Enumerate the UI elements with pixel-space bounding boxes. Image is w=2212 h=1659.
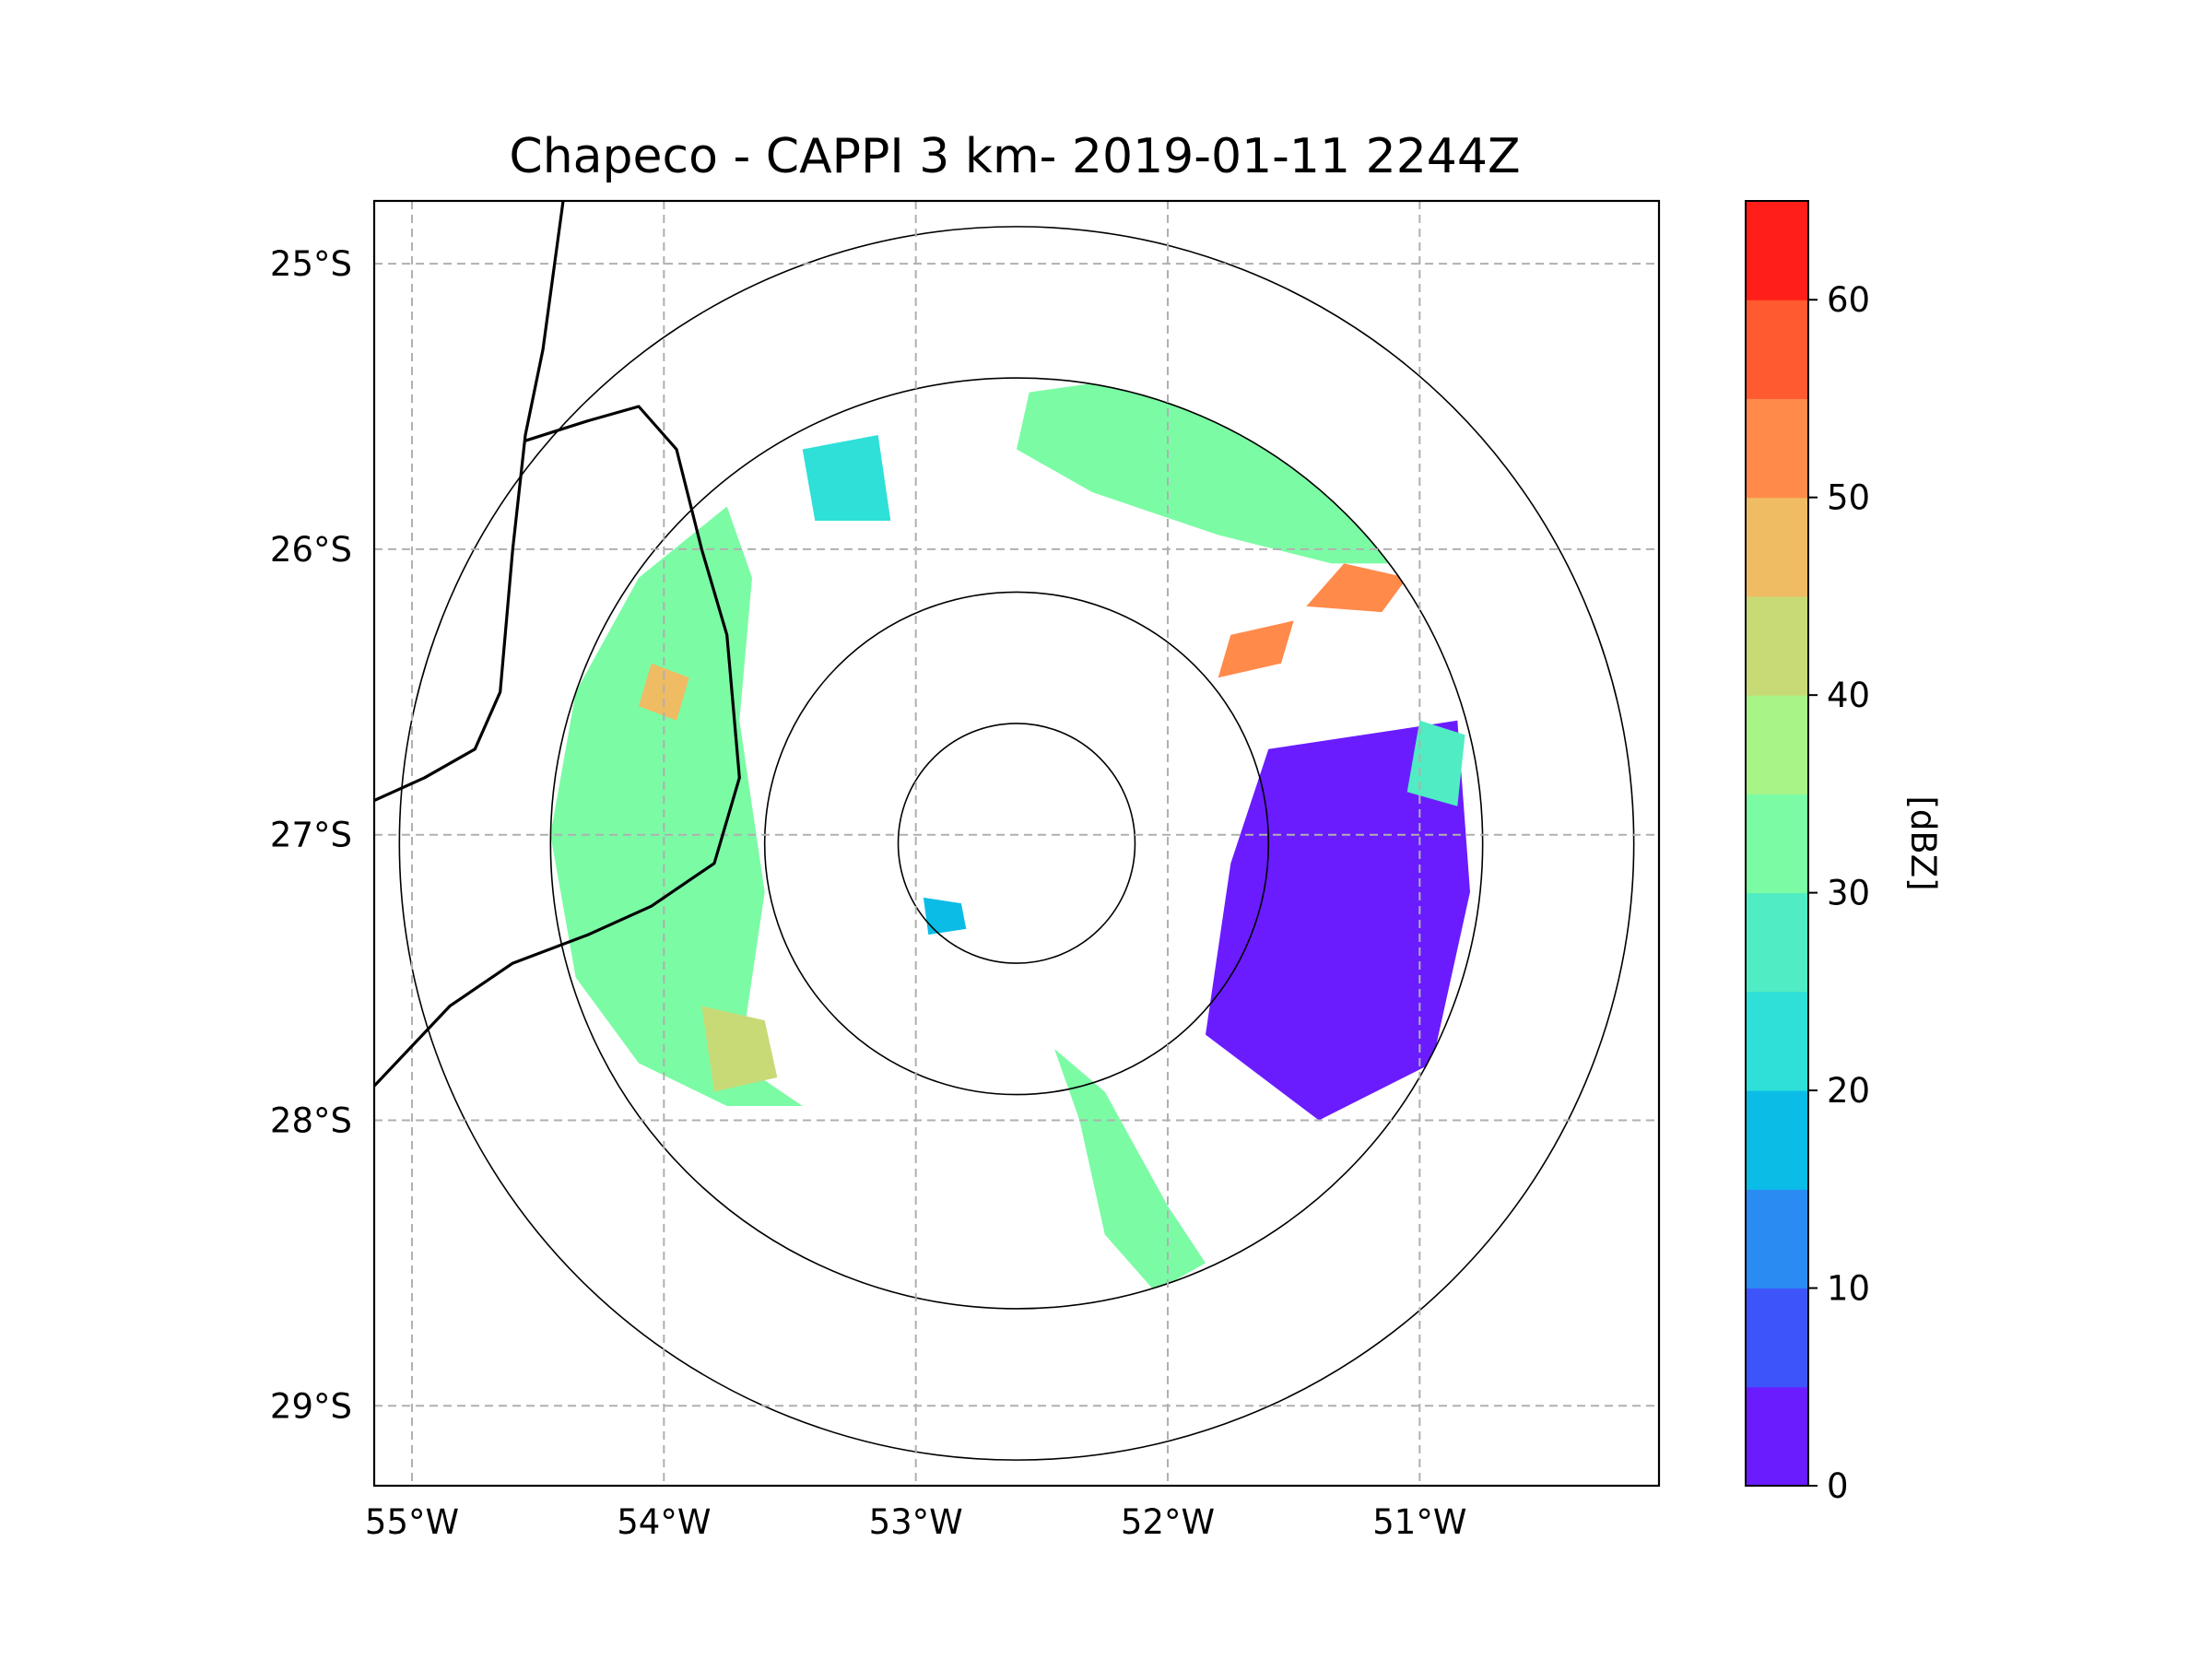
gridlines [374,201,1659,1486]
political-borders [374,201,741,1088]
y-tick-label: 28°S [270,1100,352,1140]
colorbar-band [1746,300,1808,399]
colorbar-band [1746,201,1808,300]
colorbar-band [1746,794,1808,894]
x-tick-label: 55°W [365,1502,459,1542]
x-axis-ticks: 55°W 54°W 53°W 52°W 51°W [365,1502,1467,1542]
colorbar-tick-label: 10 [1827,1269,1870,1309]
colorbar-tick-label: 20 [1827,1071,1870,1111]
y-tick-label: 27°S [270,816,352,855]
echo-east-cell [1406,720,1465,806]
colorbar-band [1746,398,1808,499]
x-tick-label: 51°W [1372,1502,1466,1542]
range-ring-2 [763,591,1270,1096]
colorbar-band [1746,497,1808,597]
y-axis-ticks: 25°S 26°S 27°S 28°S 29°S [270,244,352,1426]
echo-west-band [550,506,803,1106]
echo-southwest-core [701,1006,778,1092]
x-tick-label: 54°W [617,1502,711,1542]
colorbar-band [1746,1288,1808,1388]
colorbar-tick-label: 60 [1827,280,1870,320]
colorbar-label: [dBZ] [1903,795,1943,890]
echo-northeast-core-2 [1218,620,1294,678]
colorbar-band [1746,1386,1808,1487]
chart-title: Chapeco - CAPPI 3 km- 2019-01-11 2244Z [509,129,1520,184]
colorbar-band [1746,991,1808,1091]
colorbar-tick-label: 30 [1827,874,1870,913]
y-tick-label: 25°S [270,244,352,284]
colorbar-tick-label: 0 [1827,1466,1849,1506]
border-uruguay-river [374,201,565,802]
x-tick-label: 52°W [1121,1502,1215,1542]
colorbar-band [1746,1090,1808,1190]
colorbar-band [1746,1189,1808,1289]
colorbar-band [1746,892,1808,993]
range-ring-3 [549,377,1484,1310]
colorbar: 0 10 20 30 40 50 60 [dBZ] [1745,200,1943,1506]
x-tick-label: 53°W [869,1502,963,1542]
echo-northeast-band [1017,378,1407,564]
range-ring-1 [897,723,1136,964]
colorbar-tick-label: 50 [1827,478,1870,518]
echo-inner-cell [923,897,967,935]
echo-north-cell [802,435,891,521]
border-misiones [374,405,741,1088]
plot-frame [372,199,1661,1488]
y-tick-label: 26°S [270,530,352,570]
colorbar-bands [1746,201,1808,1487]
range-rings [398,226,1635,1461]
echo-northeast-core-1 [1306,563,1407,613]
echo-east-band [1206,720,1470,1121]
y-tick-label: 29°S [270,1386,352,1426]
plot-area [372,199,1661,1488]
colorbar-tick-label: 40 [1827,676,1870,715]
colorbar-ticks: 0 10 20 30 40 50 60 [1808,280,1870,1506]
colorbar-band [1746,595,1808,696]
range-ring-4 [398,226,1635,1461]
colorbar-frame [1745,200,1809,1487]
colorbar-band [1746,695,1808,794]
